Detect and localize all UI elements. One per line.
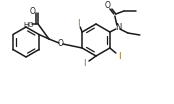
Text: O: O bbox=[105, 1, 111, 11]
Text: I: I bbox=[119, 51, 121, 61]
Text: N: N bbox=[115, 24, 121, 32]
Text: I: I bbox=[77, 20, 79, 28]
Text: O: O bbox=[30, 7, 36, 17]
Text: HO: HO bbox=[24, 22, 34, 28]
Text: O: O bbox=[58, 40, 64, 48]
Text: I: I bbox=[83, 59, 85, 69]
